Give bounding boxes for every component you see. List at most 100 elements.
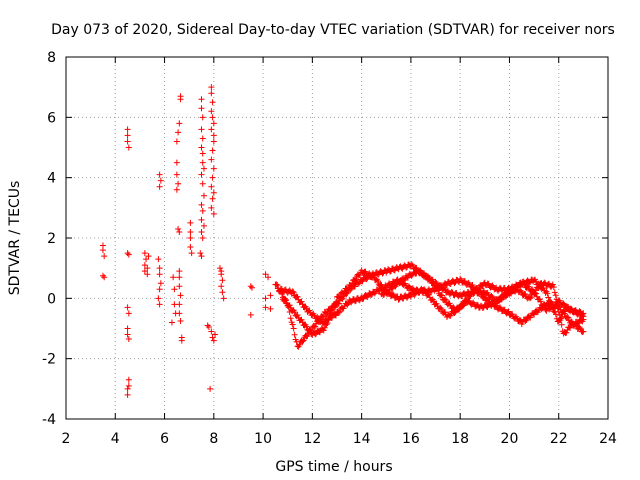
data-point [197, 250, 204, 257]
data-point [344, 286, 351, 293]
y-tick-label: 4 [47, 171, 56, 187]
data-point [579, 311, 586, 318]
data-point [200, 192, 207, 199]
data-point [430, 279, 437, 286]
data-point [289, 288, 296, 295]
chart-title: Day 073 of 2020, Sidereal Day-to-day VTE… [51, 22, 615, 38]
data-point [303, 323, 310, 330]
data-point [210, 210, 217, 217]
data-point [333, 299, 340, 306]
data-point [425, 291, 432, 298]
data-point [287, 315, 294, 322]
data-point [176, 283, 183, 290]
data-point [125, 376, 132, 383]
data-point [320, 327, 327, 334]
data-point [291, 331, 298, 338]
data-point [547, 305, 554, 312]
data-point [176, 268, 183, 275]
data-point [176, 301, 183, 308]
data-point [366, 270, 373, 277]
data-point [406, 283, 413, 290]
data-point [404, 294, 411, 301]
data-point [208, 90, 215, 97]
data-point [314, 314, 321, 321]
data-point [212, 331, 219, 338]
data-point [451, 280, 458, 287]
data-point [531, 311, 538, 318]
data-point [300, 337, 307, 344]
data-point [389, 291, 396, 298]
data-point [177, 96, 184, 103]
data-point [208, 328, 215, 335]
data-point [564, 314, 571, 321]
data-point [125, 382, 132, 389]
data-point [262, 304, 269, 311]
data-point [352, 277, 359, 284]
data-point [418, 269, 425, 276]
data-point [124, 126, 131, 133]
data-point [290, 289, 297, 296]
data-point [176, 274, 183, 281]
data-point [99, 247, 106, 254]
data-point [469, 281, 476, 288]
data-point [535, 285, 542, 292]
data-point [411, 291, 418, 298]
data-point [156, 183, 163, 190]
data-point [441, 296, 448, 303]
data-point [448, 288, 455, 295]
data-point [438, 292, 445, 299]
data-point [155, 256, 162, 263]
data-point [124, 331, 131, 338]
data-point [294, 293, 301, 300]
data-point [210, 132, 217, 139]
data-point [177, 317, 184, 324]
data-point [522, 291, 529, 298]
data-point [335, 294, 342, 301]
data-point [208, 183, 215, 190]
data-point [477, 289, 484, 296]
data-point [456, 305, 463, 312]
data-point [544, 290, 551, 297]
data-point [370, 272, 377, 279]
data-point [528, 294, 535, 301]
data-point [335, 309, 342, 316]
data-point [329, 307, 336, 314]
data-point [426, 275, 433, 282]
data-point [220, 295, 227, 302]
data-point [565, 314, 572, 321]
data-point [577, 325, 584, 332]
data-point [488, 292, 495, 299]
data-point [379, 270, 386, 277]
data-point [294, 311, 301, 318]
data-point [208, 108, 215, 115]
data-point [495, 297, 502, 304]
data-point [177, 292, 184, 299]
data-point [125, 144, 132, 151]
data-point [324, 320, 331, 327]
x-tick-label: 22 [550, 431, 568, 447]
data-point [408, 272, 415, 279]
data-point [208, 156, 215, 163]
data-point [187, 244, 194, 251]
data-point [125, 336, 132, 343]
data-point [299, 338, 306, 345]
data-point [171, 286, 178, 293]
x-tick-label: 24 [599, 431, 617, 447]
data-point [218, 268, 225, 275]
data-point [557, 315, 564, 322]
data-point [388, 285, 395, 292]
data-point [156, 271, 163, 278]
data-point [262, 271, 269, 278]
data-point [368, 291, 375, 298]
data-point [374, 278, 381, 285]
data-point [540, 302, 547, 309]
data-point [198, 228, 205, 235]
data-point [210, 165, 217, 172]
data-point [200, 165, 207, 172]
x-tick-label: 8 [209, 431, 218, 447]
data-point [209, 174, 216, 181]
data-point [560, 300, 567, 307]
data-point [265, 274, 272, 281]
